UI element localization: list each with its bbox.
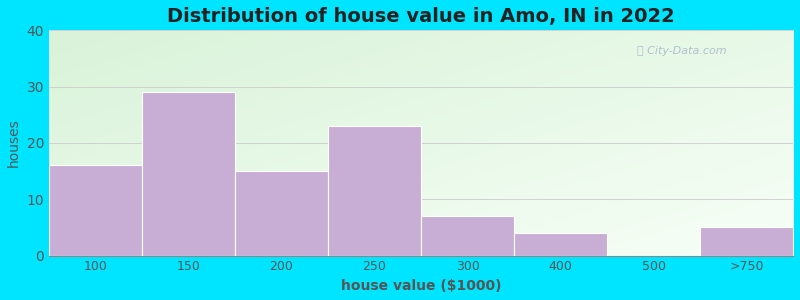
Bar [421, 216, 514, 256]
Bar [514, 233, 607, 256]
Bar [142, 92, 235, 256]
Y-axis label: houses: houses [7, 118, 21, 167]
Bar [235, 171, 328, 256]
Bar [700, 227, 793, 256]
X-axis label: house value ($1000): house value ($1000) [341, 279, 502, 293]
Bar [328, 126, 421, 256]
Title: Distribution of house value in Amo, IN in 2022: Distribution of house value in Amo, IN i… [167, 7, 675, 26]
Bar [49, 166, 142, 256]
Text: ⓘ City-Data.com: ⓘ City-Data.com [637, 46, 726, 56]
